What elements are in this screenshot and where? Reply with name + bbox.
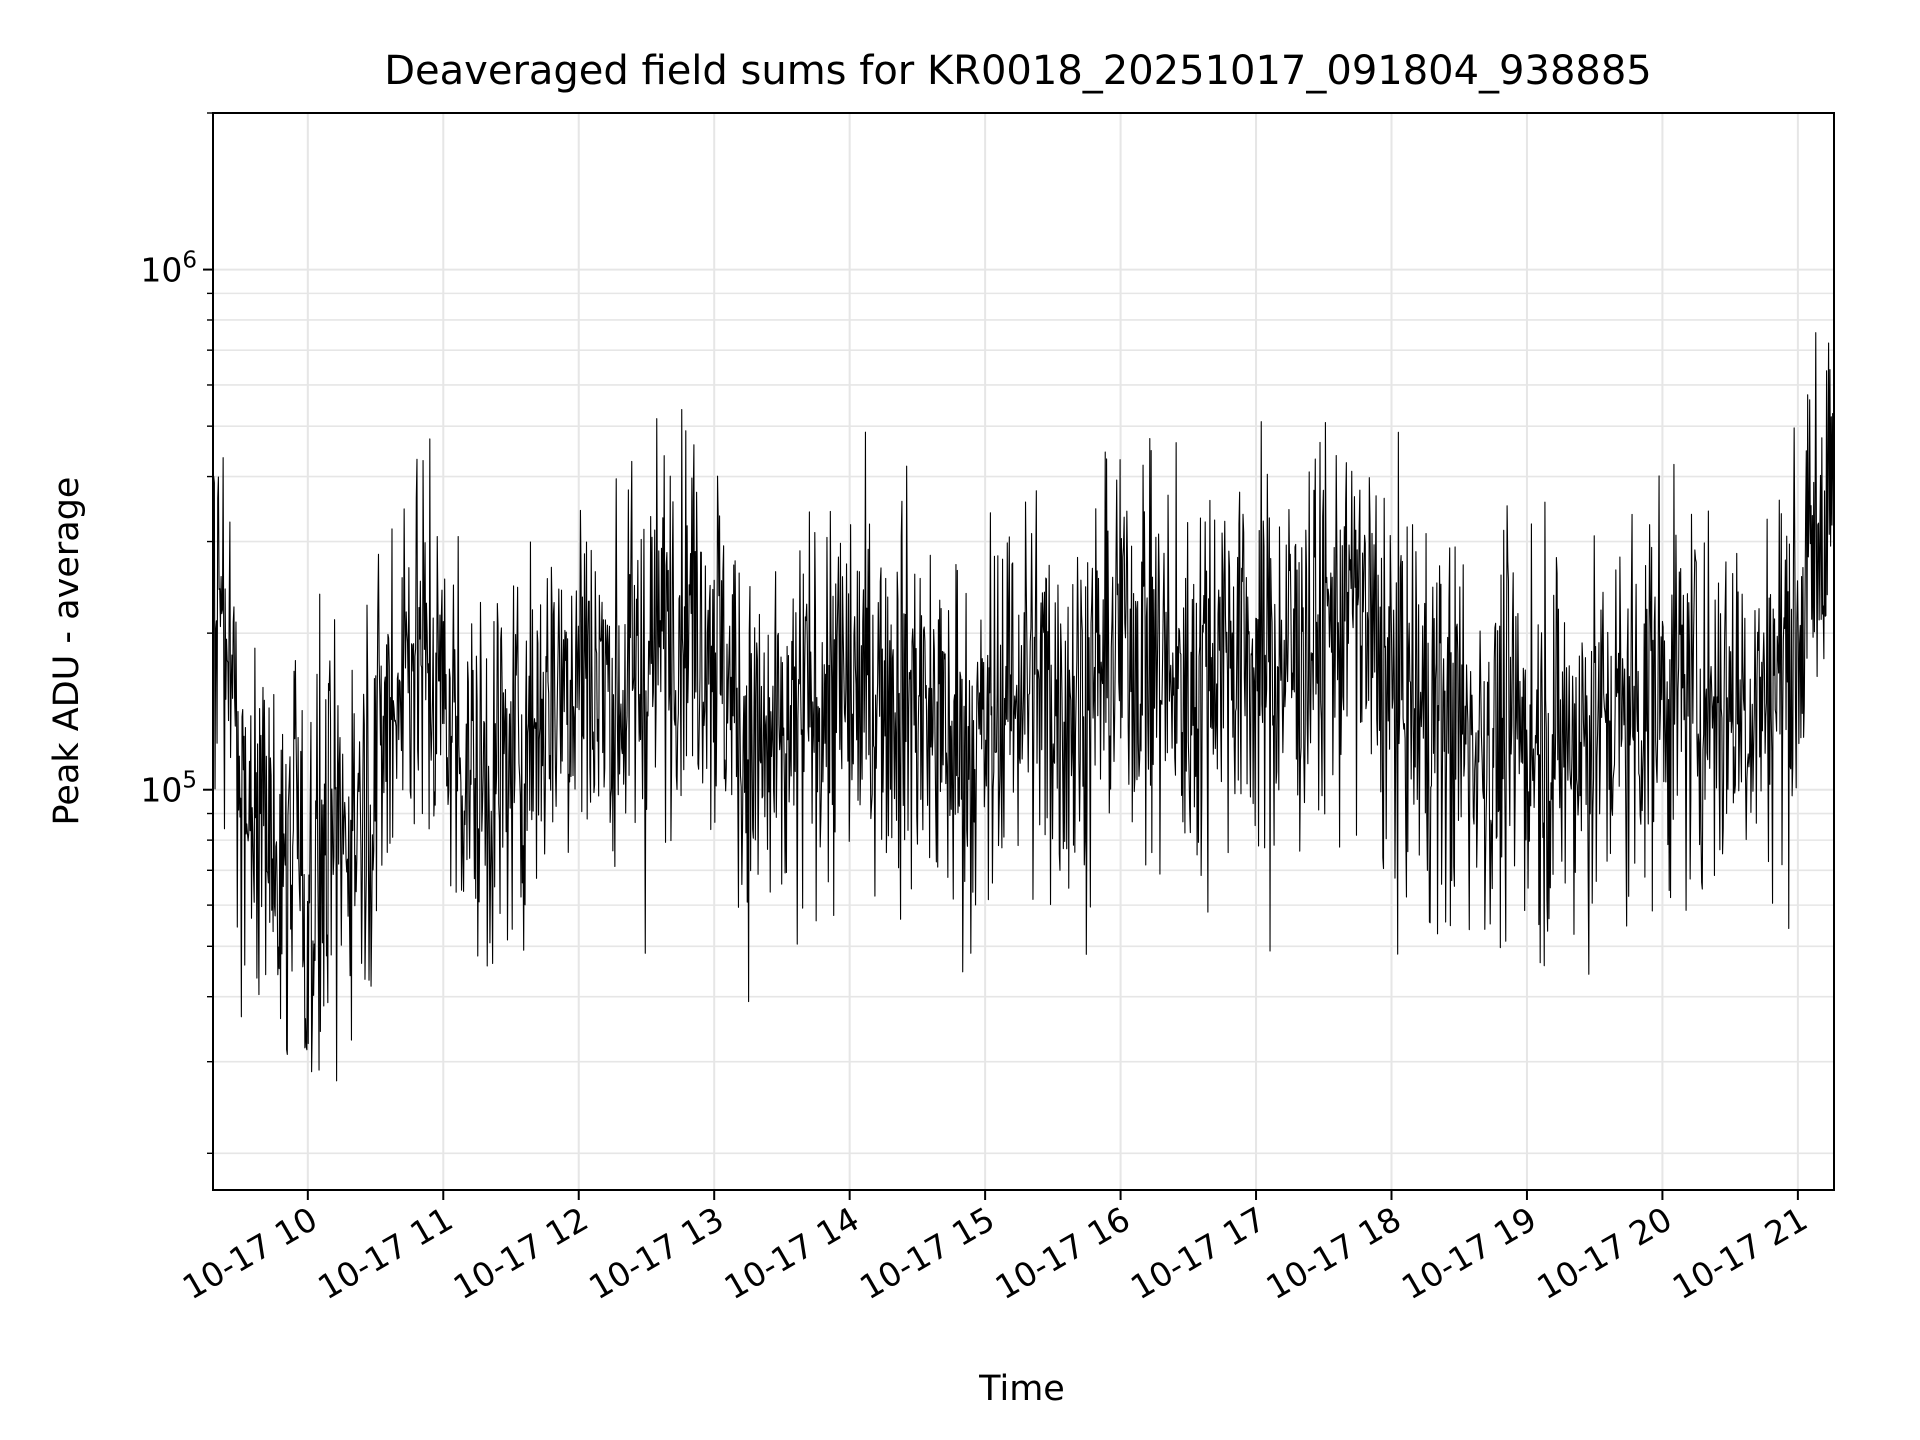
plot-frame: [212, 112, 1835, 1191]
y-tick-label: 106: [140, 248, 197, 290]
y-tick-label: 105: [140, 768, 197, 810]
y-axis-label: Peak ADU - average: [47, 477, 87, 826]
series-line: [213, 332, 1834, 1082]
chart-title: Deaveraged field sums for KR0018_2025101…: [384, 48, 1652, 94]
x-axis-label: Time: [978, 1369, 1065, 1409]
series-layer: [213, 332, 1834, 1082]
